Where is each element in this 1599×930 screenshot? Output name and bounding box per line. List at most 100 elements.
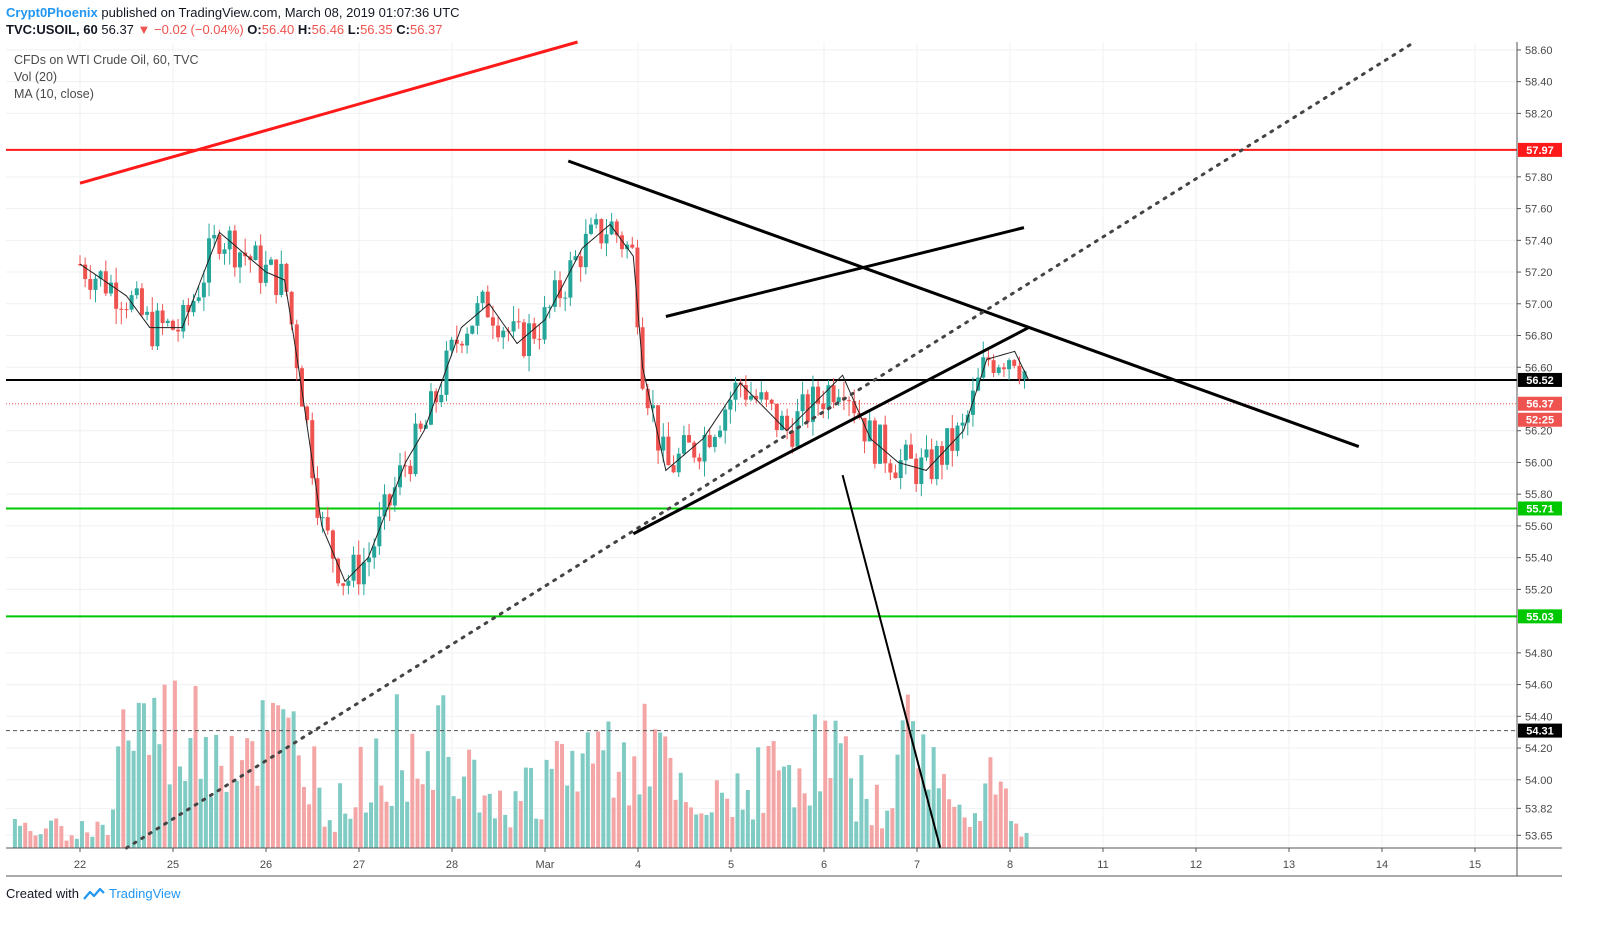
candle-body [919, 457, 924, 484]
candle-body [578, 256, 583, 268]
volume-bar [952, 806, 957, 848]
volume-bar [585, 732, 590, 848]
x-tick-label: 6 [821, 859, 827, 871]
candle-body [470, 325, 475, 334]
candle-body [697, 457, 702, 462]
candle-body [614, 221, 619, 236]
candle-body [346, 580, 351, 586]
volume-bar [178, 766, 183, 848]
volume-bar [575, 791, 580, 848]
volume-bar [100, 824, 105, 848]
volume-bar [301, 786, 306, 848]
candle-body [320, 517, 325, 519]
volume-bar [668, 757, 673, 848]
candle-body [496, 325, 501, 338]
volume-bar [580, 753, 585, 848]
volume-bar [596, 731, 601, 848]
candle-body [201, 282, 206, 298]
volume-bar [224, 791, 229, 848]
volume-bar [260, 700, 265, 848]
candle-body [702, 435, 707, 462]
volume-bar [694, 814, 699, 848]
candle-body [361, 562, 366, 585]
price-tags: 57.97 56.52 56.37 55.71 55.03 54.31 52:25 [1518, 142, 1562, 738]
x-tick-label: 5 [728, 859, 734, 871]
volume-bar [12, 818, 17, 848]
volume-bar [451, 796, 456, 848]
volume-bar [410, 733, 415, 848]
price-tag-bg [1518, 142, 1562, 157]
volume-bar [363, 812, 368, 848]
volume-bar [647, 786, 652, 848]
volume-bar [890, 808, 895, 848]
y-tick-label: 53.82 [1525, 803, 1553, 815]
price-tag-bg [1518, 609, 1562, 624]
candle-body [382, 494, 387, 517]
candle-body [139, 288, 144, 315]
y-tick-label: 57.60 [1525, 204, 1553, 216]
candle-body [707, 435, 712, 448]
candle-body [552, 280, 557, 307]
volume-bar [606, 721, 611, 848]
y-tick-label: 54.20 [1525, 743, 1553, 755]
volume-bar [79, 821, 84, 848]
candle-body [733, 382, 738, 400]
y-tick-label: 55.80 [1525, 489, 1553, 501]
volume-bar [1014, 823, 1019, 848]
candle-body [640, 327, 645, 389]
volume-bar [616, 771, 621, 848]
volume-bar [430, 789, 435, 848]
volume-bar [265, 731, 270, 848]
volume-bar [678, 772, 683, 848]
volume-bar [880, 828, 885, 848]
axes: 58.60 58.40 58.20 57.80 57.60 57.40 57.20 57.00… [6, 42, 1562, 877]
volume-bar [446, 756, 451, 848]
volume-bar [250, 741, 255, 848]
volume-bar [467, 749, 472, 848]
candle-body [619, 235, 624, 250]
candle-body [1001, 367, 1006, 370]
volume-bar [188, 738, 193, 848]
y-tick-label: 57.00 [1525, 299, 1553, 311]
y-tick-label: 56.60 [1525, 362, 1553, 374]
price-tag-label: 56.37 [1526, 399, 1554, 411]
candle-body [103, 271, 108, 294]
candle-body [403, 465, 408, 467]
candle-body [645, 388, 650, 409]
candle-body [996, 367, 1001, 373]
symbol-label[interactable]: TVC:USOIL, 60 [6, 22, 98, 37]
volume-bar [317, 787, 322, 848]
volume-bar [105, 835, 110, 848]
candle-body [532, 323, 537, 339]
candle-body [258, 245, 263, 283]
volume-bar [131, 750, 136, 848]
volume-bar [859, 755, 864, 848]
legend-title[interactable]: CFDs on WTI Crude Oil, 60, TVC [14, 53, 199, 67]
candle-body [588, 224, 593, 234]
candle-body [676, 453, 681, 473]
candle-body [934, 445, 939, 480]
candle-body [428, 391, 433, 425]
candle-body [888, 463, 893, 473]
candle-body [108, 282, 113, 294]
candle-body [774, 403, 779, 431]
created-with-label: Created with [6, 886, 79, 901]
volume-bar [673, 799, 678, 848]
price-tag-bg [1518, 372, 1562, 387]
tradingview-brand[interactable]: TradingView [108, 886, 181, 901]
volume-bar [1009, 821, 1014, 848]
legend-volume[interactable]: Vol (20) [14, 70, 58, 84]
volume-bar [962, 817, 967, 848]
author-link[interactable]: Crypt0Phoenix [6, 5, 98, 20]
x-tick-label: 26 [260, 859, 272, 871]
volume-bar [296, 755, 301, 848]
legend-ma[interactable]: MA (10, close) [14, 87, 94, 101]
volume-bar [735, 773, 740, 848]
volume-bar [874, 784, 879, 848]
ohlc-readout: TVC:USOIL, 60 56.37 ▼ −0.02 (−0.04%) O:5… [6, 21, 443, 38]
trendlines[interactable] [79, 40, 1417, 850]
price-tag-label: 55.71 [1526, 503, 1554, 515]
volume-bar [843, 736, 848, 848]
volume-bar [353, 807, 358, 848]
